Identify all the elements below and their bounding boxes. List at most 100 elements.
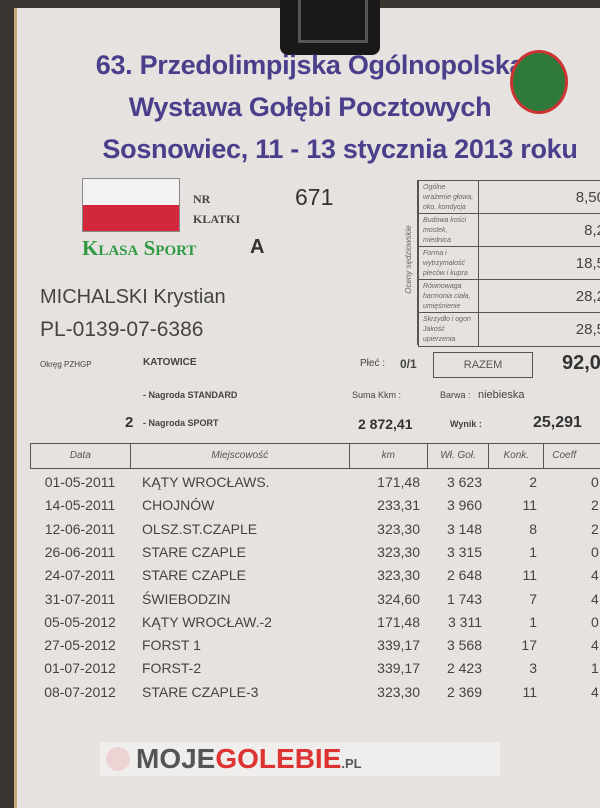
table-row: 12-06-2011 OLSZ.ST.CZAPLE 323,30 3 148 8 2, — [30, 518, 600, 541]
score: 8,50 — [575, 189, 600, 206]
table-cell: FORST-2 — [142, 660, 202, 677]
table-cell: 08-07-2012 — [44, 683, 116, 700]
table-cell: 01-07-2012 — [44, 660, 116, 677]
table-cell: 323,30 — [377, 543, 420, 560]
score: 8,2 — [584, 222, 600, 239]
table-row: 14-05-2011 CHOJNÓW 233,31 3 960 11 2, — [30, 494, 600, 517]
table-cell: 2 369 — [446, 683, 482, 700]
table-cell: 323,30 — [377, 683, 420, 700]
table-row: 31-07-2011 ŚWIEBODZIN 324,60 1 743 7 4, — [30, 588, 600, 611]
table-cell: 11 — [522, 497, 537, 514]
score: 28,5 — [575, 321, 600, 338]
table-cell: 171,48 — [377, 474, 420, 490]
table-cell: 3 — [529, 660, 537, 677]
score: 28,2 — [575, 288, 600, 305]
wynik-value: 25,291 — [533, 414, 582, 431]
table-cell: 0, — [591, 474, 600, 490]
table-row: 26-06-2011 STARE CZAPLE 323,30 3 315 1 0, — [30, 541, 600, 564]
table-row: 08-07-2012 STARE CZAPLE-3 323,30 2 369 11 4, — [30, 681, 600, 704]
suma-value: 2 872,41 — [358, 416, 413, 432]
total-score: 92,0 — [562, 352, 600, 374]
table-cell: 233,31 — [377, 497, 420, 514]
table-cell: 3 311 — [448, 613, 482, 630]
results-table-header: Data Miejscowość km Wł. Goł. Konk. Coeff — [30, 443, 600, 469]
table-cell: 24-07-2011 — [44, 567, 116, 584]
table-cell: FORST 1 — [142, 637, 201, 654]
table-row: 01-07-2012 FORST-2 339,17 2 423 3 1, — [30, 657, 600, 680]
klasa-value: A — [250, 236, 265, 258]
table-cell: 3 623 — [446, 474, 482, 490]
table-cell: 12-06-2011 — [44, 520, 116, 537]
table-cell: 4, — [591, 590, 600, 607]
table-cell: STARE CZAPLE — [142, 567, 246, 584]
table-cell: 4, — [591, 637, 600, 654]
table-cell: OLSZ.ST.CZAPLE — [142, 520, 258, 537]
wynik-label: Wynik : — [450, 419, 482, 429]
ring-number: PL-0139-07-6386 — [40, 318, 204, 341]
table-cell: 4, — [591, 683, 600, 700]
table-cell: 0, — [591, 613, 600, 630]
table-row: 24-07-2011 STARE CZAPLE 323,30 2 648 11 4, — [30, 564, 600, 587]
table-cell: KĄTY WROCŁAWS. — [142, 474, 270, 490]
criterion: Skrzydło i ogon Jakość upierzenia — [419, 313, 479, 346]
table-cell: 4, — [591, 567, 600, 584]
nagroda-standard: - Nagroda STANDARD — [143, 390, 238, 400]
cage-label-2: KLATKI — [193, 212, 241, 226]
table-cell: 2 648 — [446, 567, 482, 584]
table-cell: 31-07-2011 — [44, 590, 116, 607]
judging-row: Skrzydło i ogon Jakość upierzenia 28,5 — [419, 313, 600, 346]
table-cell: 05-05-2012 — [44, 613, 116, 630]
table-cell: 14-05-2011 — [44, 497, 116, 514]
judging-table: Ogólne wrażenie głowa, oko, kondycja 8,50… — [418, 180, 600, 347]
okreg-label: Okręg PZHGP — [40, 360, 92, 369]
table-cell: 3 960 — [446, 497, 482, 514]
table-cell: 3 315 — [446, 543, 482, 560]
table-cell: 323,30 — [377, 567, 420, 584]
score: 18,5 — [575, 255, 600, 272]
table-cell: 324,60 — [377, 590, 420, 607]
table-cell: 7 — [529, 590, 537, 607]
judging-row: Forma i wytrzymałość pleców i kupra 18,5 — [419, 247, 600, 280]
judging-row: Równowaga harmonia ciała, umięśnienie 28,… — [419, 280, 600, 313]
barwa-label: Barwa : — [440, 390, 471, 400]
criterion: Forma i wytrzymałość pleców i kupra — [419, 247, 479, 279]
table-cell: 1 — [529, 543, 537, 560]
plec-label: Płeć : — [360, 358, 386, 369]
owner-name: MICHALSKI Krystian — [40, 286, 226, 308]
cage-label-1: NR — [193, 192, 211, 206]
table-cell: 171,48 — [377, 613, 420, 630]
criterion: Równowaga harmonia ciała, umięśnienie — [419, 280, 479, 312]
binder-clip — [280, 0, 380, 55]
table-cell: 1, — [591, 660, 600, 677]
table-cell: 1 743 — [446, 590, 482, 607]
col-date: Data — [31, 444, 131, 468]
table-cell: STARE CZAPLE — [142, 543, 246, 560]
table-cell: 339,17 — [377, 637, 420, 654]
table-cell: 17 — [521, 637, 537, 654]
table-cell: 3 568 — [446, 637, 482, 654]
title-line-1: 63. Przedolimpijska Ogólnopolska — [95, 50, 525, 80]
okreg-value: KATOWICE — [143, 357, 197, 368]
plec-value: 0/1 — [400, 357, 417, 371]
total-label: RAZEM — [433, 352, 533, 378]
table-cell: 2, — [591, 497, 600, 514]
table-cell: 339,17 — [377, 660, 420, 677]
table-row: 05-05-2012 KĄTY WROCŁAW.-2 171,48 3 311 1 0, — [30, 611, 600, 634]
watermark: MOJEGOLEBIE.PL — [100, 742, 500, 776]
pzhgp-logo — [510, 50, 568, 114]
col-konk: Konk. — [489, 444, 545, 468]
klasa-label: Klasa Sport — [82, 236, 197, 260]
criterion: Budowa kości mostek, miednica — [419, 214, 479, 246]
table-cell: 323,30 — [377, 520, 420, 537]
pigeon-show-card — [14, 8, 600, 808]
table-cell: 26-06-2011 — [44, 543, 116, 560]
title-line-2: Wystawa Gołębi Pocztowych — [128, 92, 492, 122]
nagroda-sport-number: 2 — [125, 414, 134, 431]
judging-row: Ogólne wrażenie głowa, oko, kondycja 8,50 — [419, 181, 600, 214]
polish-flag — [82, 178, 180, 232]
title-line-3: Sosnowiec, 11 - 13 stycznia 2013 roku — [102, 134, 578, 164]
table-cell: 8 — [529, 520, 537, 537]
suma-label: Suma Kkm : — [352, 390, 402, 400]
table-cell: 11 — [522, 567, 537, 584]
table-cell: 2 423 — [446, 660, 482, 677]
